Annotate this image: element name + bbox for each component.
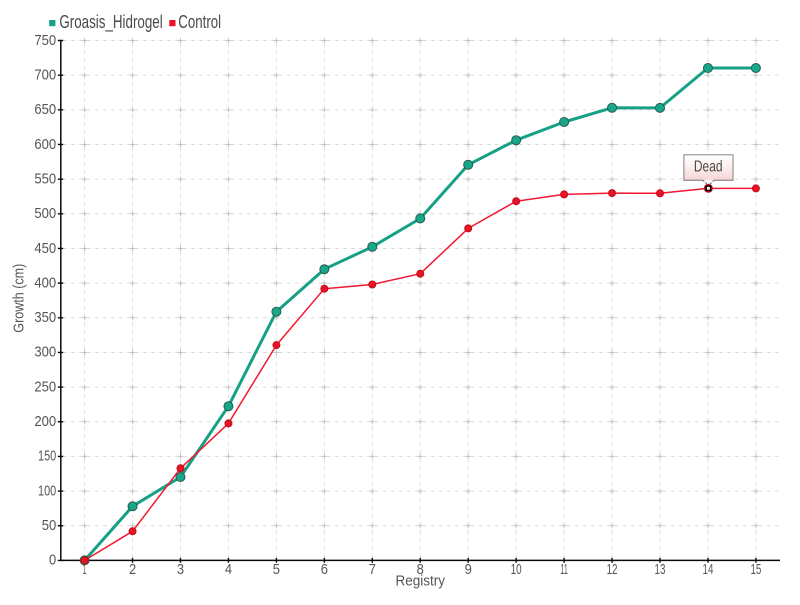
svg-text:13: 13 <box>655 561 666 578</box>
svg-text:350: 350 <box>34 309 56 326</box>
svg-text:400: 400 <box>34 274 56 291</box>
svg-text:2: 2 <box>129 561 136 578</box>
svg-text:12: 12 <box>607 561 618 578</box>
svg-text:200: 200 <box>34 413 56 430</box>
svg-text:7: 7 <box>369 561 376 578</box>
svg-text:450: 450 <box>34 240 56 257</box>
svg-text:5: 5 <box>273 561 280 578</box>
svg-text:Dead: Dead <box>694 158 723 175</box>
svg-text:150: 150 <box>38 448 56 465</box>
svg-text:10: 10 <box>511 561 522 578</box>
svg-text:700: 700 <box>34 66 56 83</box>
svg-text:500: 500 <box>34 205 56 222</box>
svg-text:50: 50 <box>42 517 57 534</box>
svg-text:9: 9 <box>465 561 472 578</box>
svg-text:3: 3 <box>177 561 184 578</box>
svg-text:100: 100 <box>38 482 56 499</box>
svg-text:4: 4 <box>225 561 232 578</box>
svg-text:1: 1 <box>83 561 87 578</box>
svg-text:14: 14 <box>703 561 714 578</box>
svg-text:300: 300 <box>34 344 56 361</box>
svg-text:Growth (cm): Growth (cm) <box>10 264 27 333</box>
svg-text:15: 15 <box>750 561 761 578</box>
svg-text:650: 650 <box>34 101 56 118</box>
svg-text:Groasis_Hidrogel: Groasis_Hidrogel <box>59 12 162 33</box>
svg-text:Control: Control <box>178 12 221 32</box>
svg-text:600: 600 <box>34 136 56 153</box>
svg-text:250: 250 <box>34 378 56 395</box>
svg-text:750: 750 <box>34 32 56 49</box>
svg-text:550: 550 <box>34 170 56 187</box>
svg-text:Registry: Registry <box>396 572 446 589</box>
svg-text:8: 8 <box>417 561 424 578</box>
svg-text:0: 0 <box>49 552 56 569</box>
svg-text:11: 11 <box>560 561 567 578</box>
svg-text:6: 6 <box>321 561 328 578</box>
